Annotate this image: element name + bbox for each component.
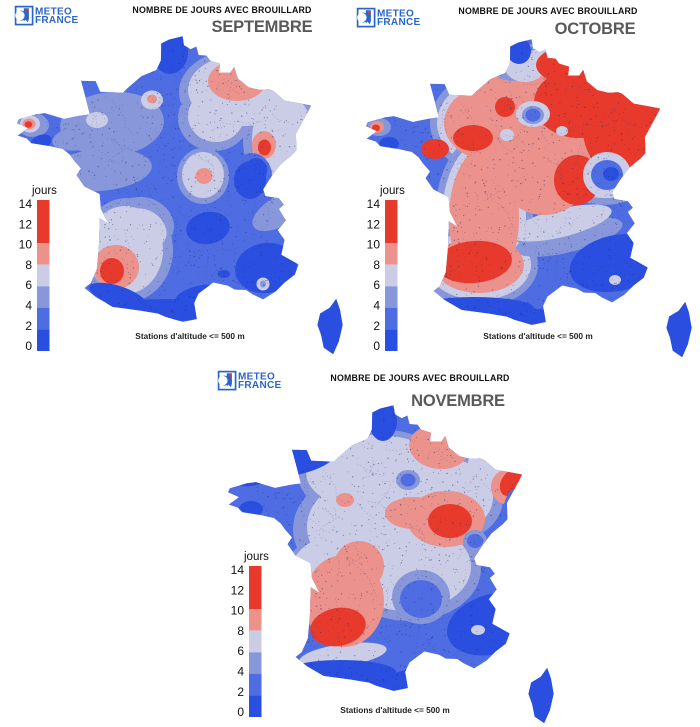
svg-text:4: 4 xyxy=(373,299,380,313)
svg-text:METEO: METEO xyxy=(35,6,72,17)
svg-text:OCTOBRE: OCTOBRE xyxy=(555,20,636,38)
svg-text:2: 2 xyxy=(25,319,32,333)
svg-text:2: 2 xyxy=(237,685,244,699)
svg-text:FRANCE: FRANCE xyxy=(35,15,78,26)
svg-text:Stations d'altitude <= 500 m: Stations d'altitude <= 500 m xyxy=(135,331,244,341)
svg-text:Stations d'altitude <= 500 m: Stations d'altitude <= 500 m xyxy=(483,331,592,341)
svg-text:6: 6 xyxy=(25,278,32,292)
svg-text:12: 12 xyxy=(367,217,381,231)
svg-text:8: 8 xyxy=(237,624,244,638)
svg-text:6: 6 xyxy=(373,278,380,292)
svg-text:14: 14 xyxy=(367,197,381,211)
svg-text:0: 0 xyxy=(237,705,244,719)
svg-text:NOMBRE DE JOURS AVEC BROUILLAR: NOMBRE DE JOURS AVEC BROUILLARD xyxy=(132,5,311,15)
svg-text:FRANCE: FRANCE xyxy=(377,17,420,28)
svg-text:Stations d'altitude <= 500 m: Stations d'altitude <= 500 m xyxy=(340,705,449,715)
svg-text:14: 14 xyxy=(19,197,33,211)
svg-text:METEO: METEO xyxy=(238,371,275,382)
svg-text:jours: jours xyxy=(31,185,57,197)
svg-text:jours: jours xyxy=(243,551,269,563)
svg-text:METEO: METEO xyxy=(377,8,414,19)
svg-text:4: 4 xyxy=(237,665,244,679)
svg-text:4: 4 xyxy=(25,299,32,313)
svg-text:10: 10 xyxy=(231,604,245,618)
svg-text:NOVEMBRE: NOVEMBRE xyxy=(411,392,505,410)
svg-text:NOMBRE DE JOURS AVEC BROUILLAR: NOMBRE DE JOURS AVEC BROUILLARD xyxy=(458,6,637,16)
svg-text:14: 14 xyxy=(231,563,245,577)
svg-text:12: 12 xyxy=(19,217,33,231)
svg-text:0: 0 xyxy=(25,339,32,353)
svg-text:jours: jours xyxy=(379,185,405,197)
svg-text:12: 12 xyxy=(231,583,245,597)
svg-text:10: 10 xyxy=(367,238,381,252)
svg-text:10: 10 xyxy=(19,238,33,252)
svg-text:8: 8 xyxy=(25,258,32,272)
svg-text:8: 8 xyxy=(373,258,380,272)
svg-text:SEPTEMBRE: SEPTEMBRE xyxy=(212,18,313,36)
svg-text:2: 2 xyxy=(373,319,380,333)
svg-text:6: 6 xyxy=(237,644,244,658)
svg-text:NOMBRE DE JOURS AVEC BROUILLAR: NOMBRE DE JOURS AVEC BROUILLARD xyxy=(330,373,509,383)
svg-text:0: 0 xyxy=(373,339,380,353)
svg-text:FRANCE: FRANCE xyxy=(238,380,281,391)
